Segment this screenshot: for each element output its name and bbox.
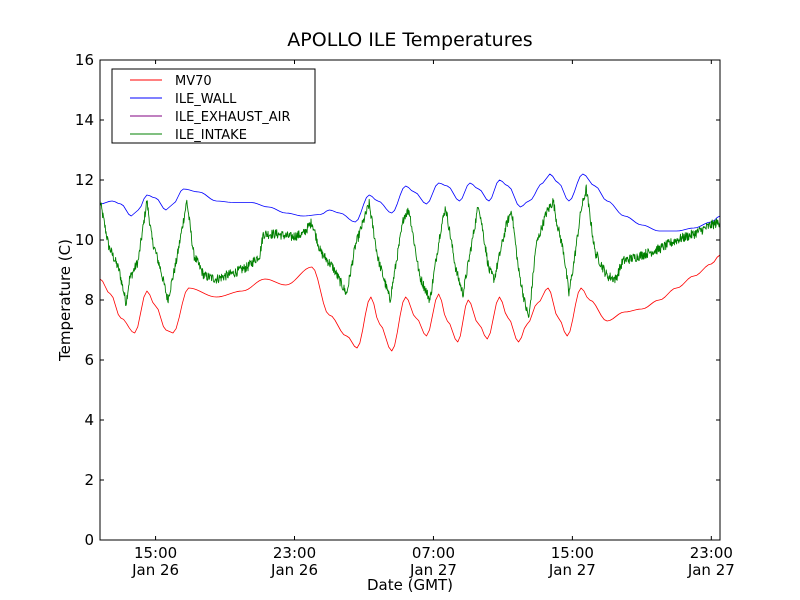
x-tick-date-label: Jan 27 (409, 561, 457, 579)
x-tick-date-label: Jan 26 (131, 561, 179, 579)
x-tick-date-label: Jan 27 (548, 561, 596, 579)
legend-label: ILE_INTAKE (175, 128, 247, 143)
y-tick-label: 12 (75, 171, 94, 189)
legend: MV70 ILE_WALL ILE_EXHAUST_AIR ILE_INTAKE (111, 68, 316, 144)
y-tick-label: 6 (84, 351, 94, 369)
y-axis-label: Temperature (C) (56, 239, 74, 362)
series-line-ile-wall (99, 173, 721, 232)
series-lines (99, 173, 721, 352)
x-tick-time-label: 23:00 (273, 544, 316, 562)
y-tick-label: 10 (75, 231, 94, 249)
x-tick-time-label: 15:00 (551, 544, 594, 562)
y-tick-label: 4 (84, 411, 94, 429)
series-line-mv70 (99, 254, 721, 352)
x-tick-time-label: 23:00 (690, 544, 733, 562)
legend-box (111, 68, 316, 144)
x-tick-time-label: 15:00 (134, 544, 177, 562)
legend-label: ILE_WALL (175, 92, 237, 107)
chart-title: APOLLO ILE Temperatures (287, 29, 532, 51)
legend-label: MV70 (175, 74, 212, 89)
x-tick-date-label: Jan 27 (687, 561, 735, 579)
x-tick-time-label: 07:00 (412, 544, 455, 562)
y-tick-label: 0 (84, 531, 94, 549)
x-axis-label: Date (GMT) (367, 576, 453, 594)
series-line-ile-intake (99, 184, 721, 318)
y-axis: 0 2 4 6 8 10 12 14 16 (75, 51, 720, 549)
legend-label: ILE_EXHAUST_AIR (175, 110, 291, 125)
y-tick-label: 16 (75, 51, 94, 69)
y-tick-label: 14 (75, 111, 94, 129)
y-tick-label: 8 (84, 291, 94, 309)
y-tick-label: 2 (84, 471, 94, 489)
x-tick-date-label: Jan 26 (270, 561, 318, 579)
